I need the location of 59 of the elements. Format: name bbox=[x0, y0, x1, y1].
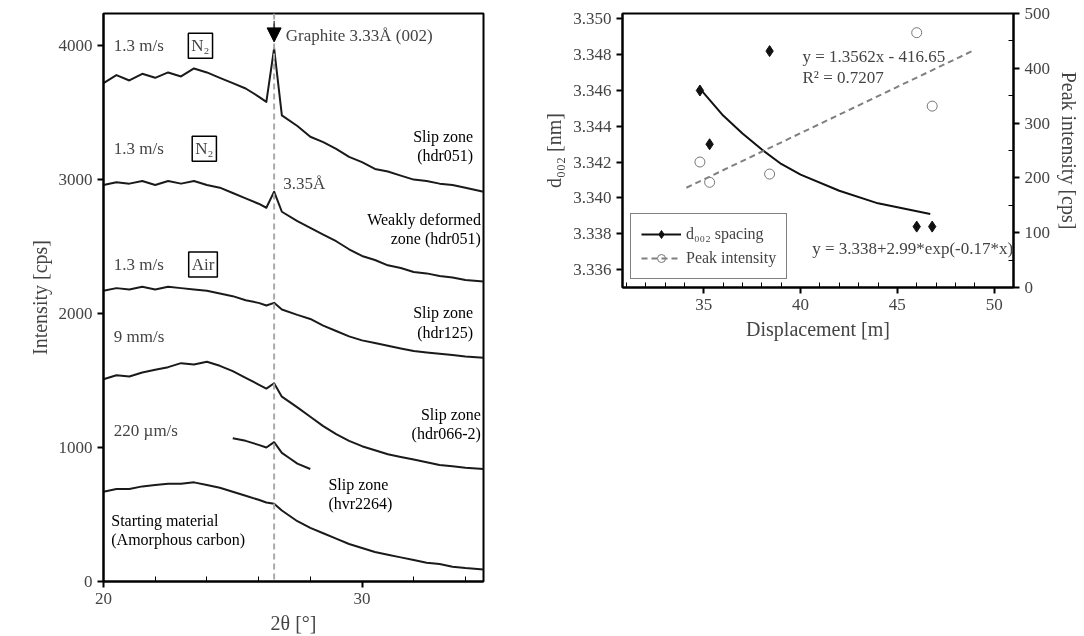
y-tick-label: 3.338 bbox=[573, 224, 612, 244]
y-axis-title: d₀₀₂ [nm] bbox=[543, 113, 566, 188]
y-tick-label: 3.342 bbox=[573, 152, 612, 172]
y-tick-label: 3.348 bbox=[573, 45, 612, 65]
y-tick-label: 2000 bbox=[58, 304, 93, 324]
y-tick-label: 3.336 bbox=[573, 260, 612, 280]
annotation: R² = 0.7207 bbox=[802, 68, 885, 88]
series-label: Starting material (Amorphous carbon) bbox=[111, 511, 246, 550]
annotation: 1.3 m/s bbox=[113, 139, 164, 159]
y2-tick-label: 0 bbox=[1024, 278, 1033, 297]
x-axis-title: 2θ [°] bbox=[270, 611, 317, 634]
point bbox=[926, 100, 938, 112]
annotation: Air bbox=[191, 254, 215, 274]
x-tick-label: 30 bbox=[353, 588, 371, 608]
annotation: 1.3 m/s bbox=[113, 36, 164, 56]
annotation: 1.3 m/s bbox=[113, 254, 164, 274]
annotation: N₂ bbox=[195, 139, 214, 159]
series-label: Slip zone (hvr2264) bbox=[328, 475, 393, 514]
x-tick-label: 35 bbox=[695, 294, 713, 314]
y2-tick-label: 100 bbox=[1024, 223, 1050, 243]
series-label: Weakly deformed zone (hdr051) bbox=[367, 210, 481, 249]
annotation: 9 mm/s bbox=[113, 327, 165, 347]
y2-tick-label: 300 bbox=[1024, 113, 1050, 133]
line-series bbox=[103, 360, 484, 470]
point bbox=[764, 168, 776, 180]
legend-label: d₀₀₂ spacing bbox=[686, 225, 764, 243]
x-axis-title: Displacement [m] bbox=[746, 317, 890, 341]
y-tick-label: 3.344 bbox=[573, 116, 612, 136]
annotation: 220 µm/s bbox=[113, 421, 178, 441]
y-axis-title: Intensity [cps] bbox=[28, 240, 52, 355]
y-tick-label: 3.346 bbox=[573, 81, 612, 101]
ref-line-label: Graphite 3.33Å (002) bbox=[285, 25, 433, 45]
line-series bbox=[231, 437, 312, 470]
series-label: Slip zone (hdr125) bbox=[413, 304, 474, 342]
x-tick-label: 45 bbox=[888, 294, 906, 314]
annotation: y = 3.338+2.99*exp(-0.17*x) bbox=[812, 238, 1014, 258]
y2-tick-label: 500 bbox=[1024, 4, 1050, 23]
y-tick-label: 3.340 bbox=[573, 188, 612, 208]
annotation: y = 1.3562x - 416.65 bbox=[802, 46, 946, 66]
y-tick-label: 3.350 bbox=[573, 9, 612, 29]
legend-label: Peak intensity bbox=[686, 249, 777, 267]
y-tick-label: 0 bbox=[84, 572, 93, 591]
y-tick-label: 4000 bbox=[58, 36, 93, 56]
y-tick-label: 1000 bbox=[58, 438, 93, 458]
y-tick-label: 3000 bbox=[58, 170, 93, 190]
annotation: N₂ bbox=[191, 36, 210, 56]
point bbox=[911, 27, 923, 39]
series-label: Slip zone (hdr051) bbox=[413, 127, 474, 166]
line-series bbox=[103, 285, 484, 359]
point bbox=[694, 156, 706, 168]
series-label: Slip zone (hdr066-2) bbox=[411, 405, 481, 444]
annotation: 3.35Å bbox=[283, 174, 326, 194]
x-tick-label: 40 bbox=[792, 294, 810, 314]
point bbox=[704, 176, 716, 188]
y2-tick-label: 200 bbox=[1024, 168, 1050, 188]
y2-axis-title: Peak intensity [cps] bbox=[1057, 71, 1080, 230]
x-tick-label: 50 bbox=[985, 294, 1003, 314]
x-tick-label: 20 bbox=[95, 588, 112, 608]
y2-tick-label: 400 bbox=[1024, 58, 1050, 78]
